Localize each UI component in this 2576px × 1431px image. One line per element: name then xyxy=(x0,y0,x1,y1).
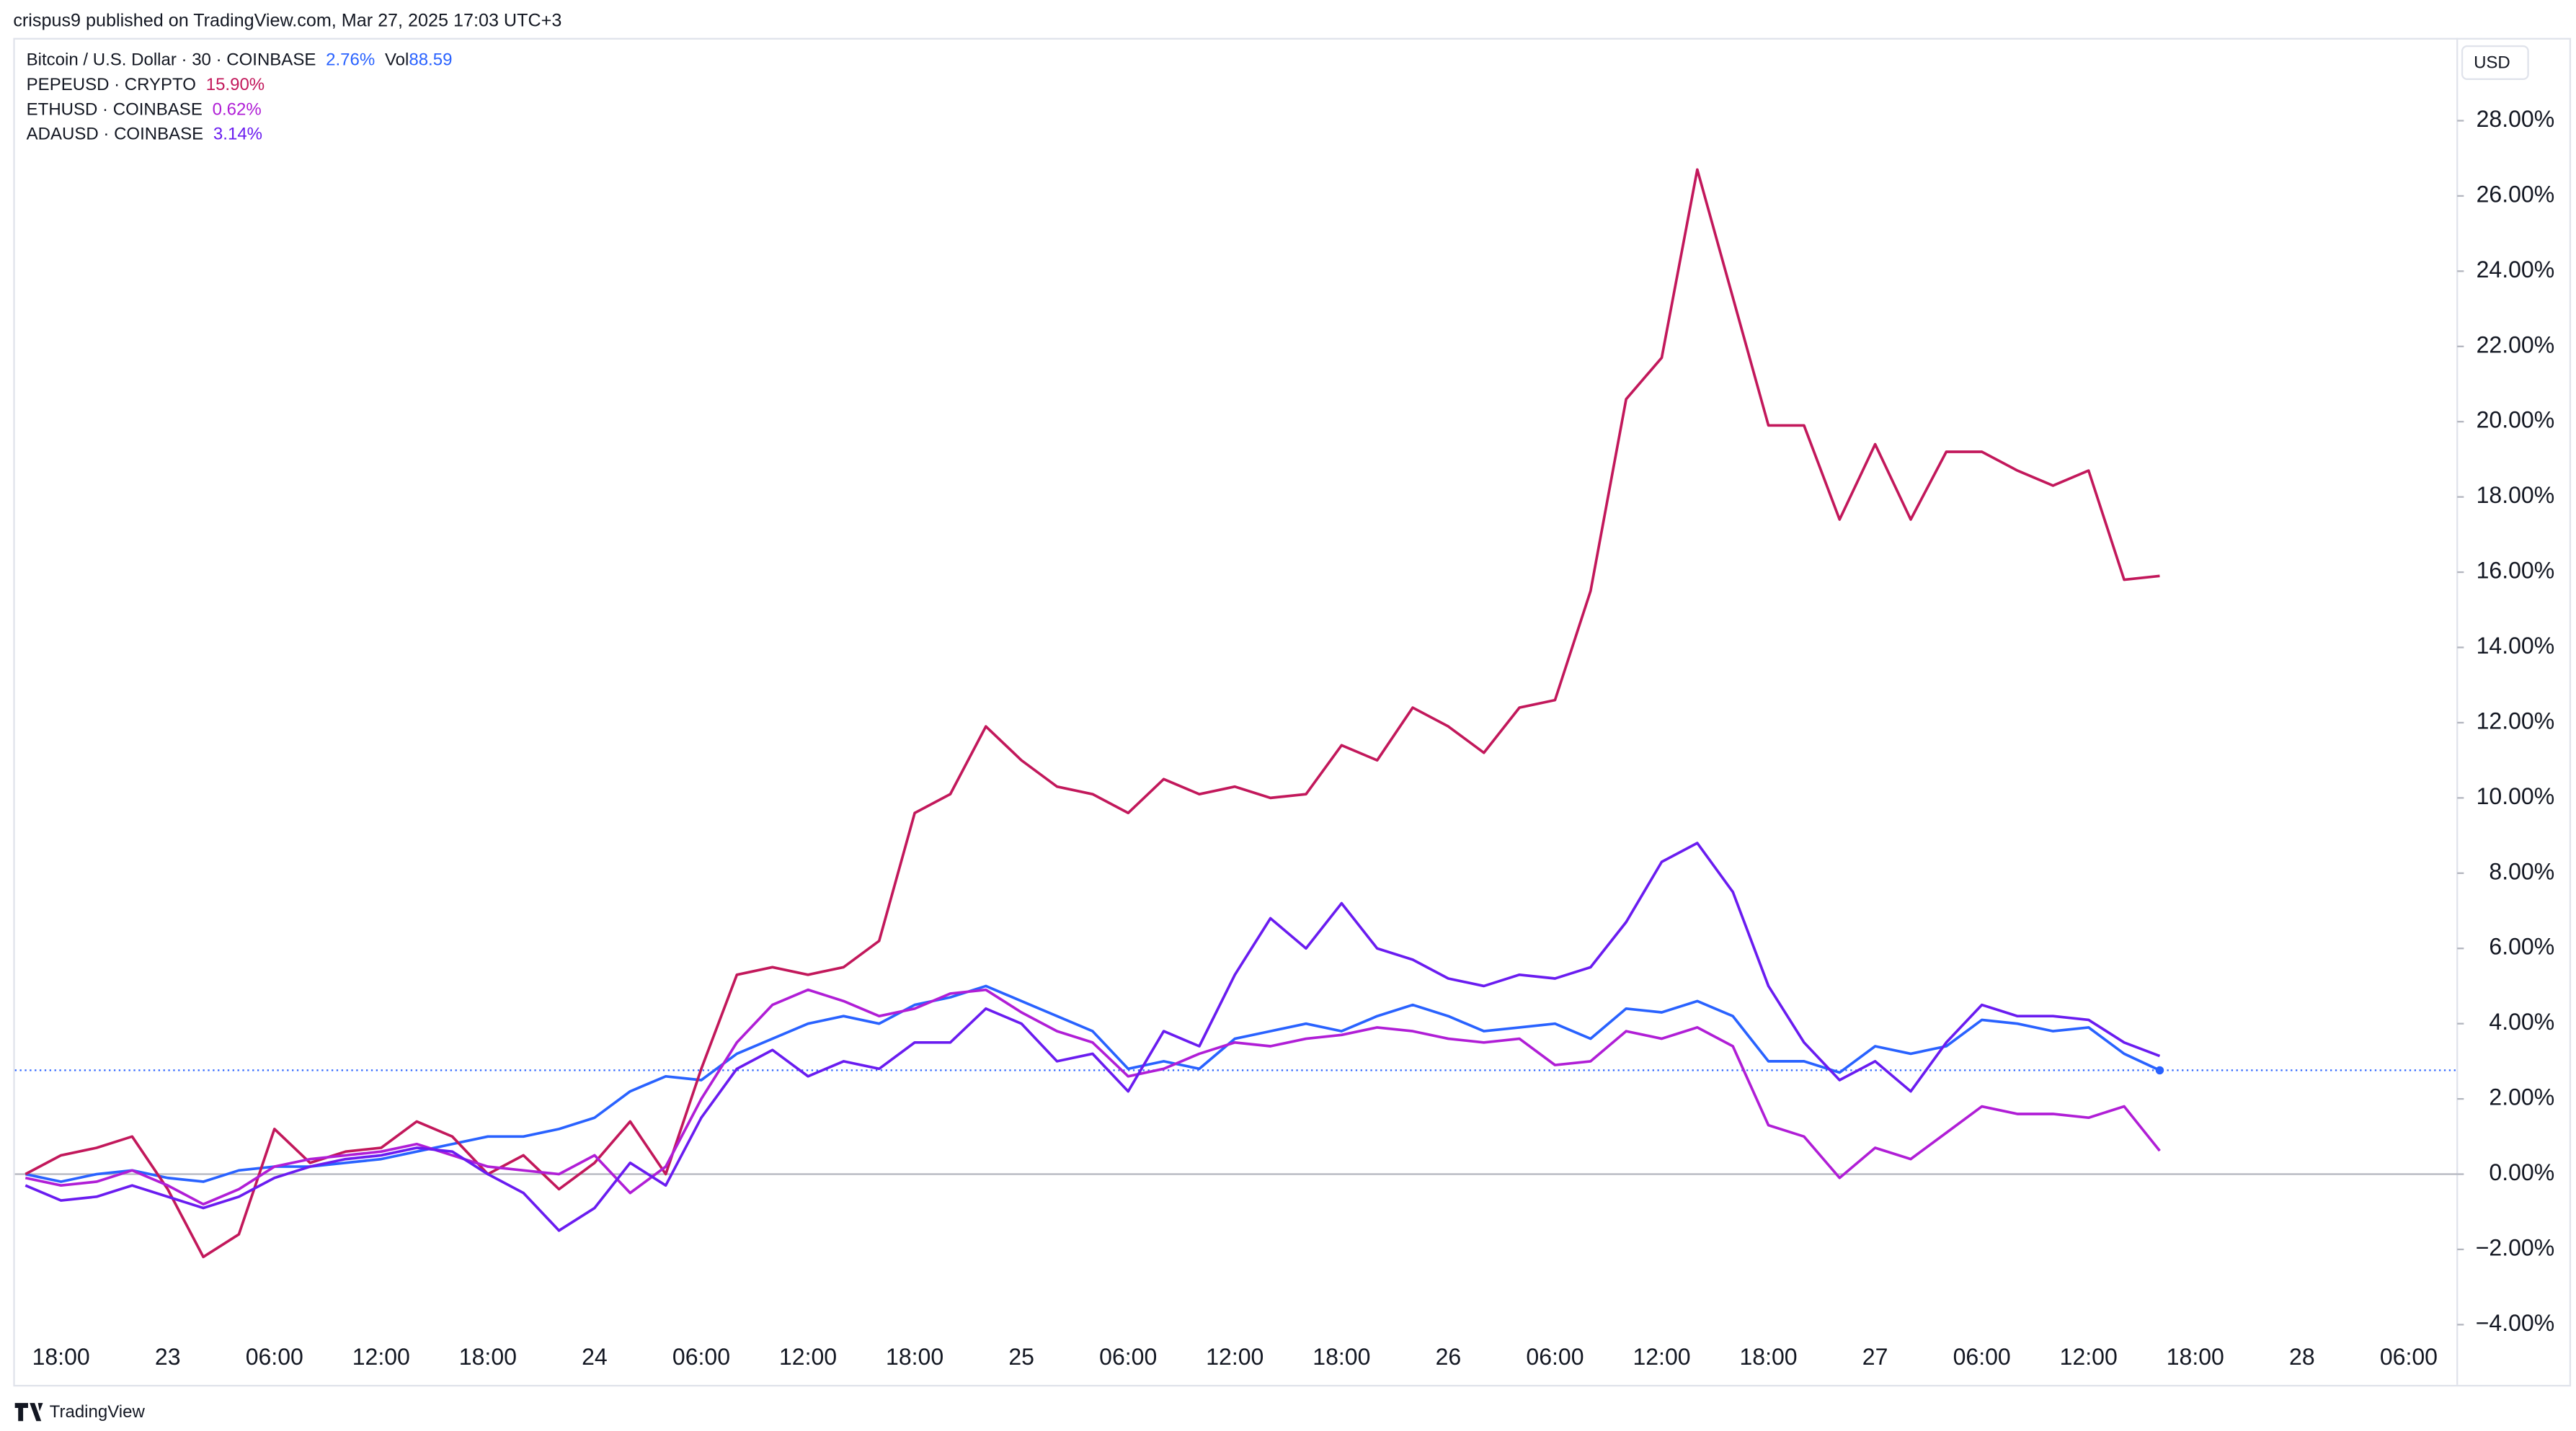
legend-change: 3.14% xyxy=(213,125,262,144)
x-tick-label: 06:00 xyxy=(2380,1344,2438,1370)
y-tick-label: 16.00% xyxy=(2477,558,2555,584)
series-line xyxy=(25,842,2161,1232)
y-tick-label: 28.00% xyxy=(2477,106,2555,132)
y-tick-label: 22.00% xyxy=(2477,331,2555,357)
legend-name: ADAUSD · COINBASE xyxy=(27,125,204,144)
y-tick-label: −4.00% xyxy=(2476,1310,2554,1336)
y-unit: USD xyxy=(2474,53,2510,72)
x-tick-label: 12:00 xyxy=(1206,1344,1263,1370)
y-tick-label: 18.00% xyxy=(2477,482,2555,508)
footer-text: TradingView xyxy=(50,1402,146,1422)
y-tick-label: 4.00% xyxy=(2489,1009,2554,1035)
x-tick-label: 12:00 xyxy=(1633,1344,1690,1370)
series-line xyxy=(25,984,2161,1183)
y-tick-label: 26.00% xyxy=(2477,181,2555,207)
x-tick-label: 06:00 xyxy=(246,1344,303,1370)
x-tick-label: 25 xyxy=(1008,1344,1034,1370)
last-point xyxy=(2155,1066,2164,1075)
y-tick-label: 24.00% xyxy=(2477,257,2555,282)
x-tick-label: 18:00 xyxy=(1740,1344,1798,1370)
x-tick-label: 06:00 xyxy=(1526,1344,1584,1370)
y-tick-label: 6.00% xyxy=(2489,934,2554,960)
x-tick-label: 28 xyxy=(2289,1344,2315,1370)
x-tick-label: 18:00 xyxy=(2167,1344,2224,1370)
y-tick-label: −2.00% xyxy=(2476,1234,2554,1260)
x-tick-label: 18:00 xyxy=(1313,1344,1370,1370)
legend-name: Bitcoin / U.S. Dollar · 30 · COINBASE xyxy=(27,50,316,70)
series-line xyxy=(25,988,2161,1206)
x-tick-label: 24 xyxy=(582,1344,608,1370)
y-tick-label: 0.00% xyxy=(2489,1159,2554,1185)
y-tick-label: 10.00% xyxy=(2477,783,2555,809)
unit-box xyxy=(2461,45,2529,80)
y-tick-label: 8.00% xyxy=(2489,858,2554,884)
legend-entry: Bitcoin / U.S. Dollar · 30 · COINBASE 2.7… xyxy=(27,50,453,70)
legend-entry: ADAUSD · COINBASE 3.14% xyxy=(27,125,262,144)
x-tick-label: 18:00 xyxy=(886,1344,943,1370)
series-line xyxy=(25,168,2160,1259)
x-tick-label: 12:00 xyxy=(779,1344,837,1370)
volume-value: 88.59 xyxy=(409,50,452,70)
legend-change: 0.62% xyxy=(213,100,262,120)
y-tick-label: 20.00% xyxy=(2477,407,2555,433)
y-tick-label: 14.00% xyxy=(2477,633,2555,659)
volume-label: Vol xyxy=(385,50,409,70)
x-tick-label: 12:00 xyxy=(2060,1344,2118,1370)
x-tick-label: 18:00 xyxy=(32,1344,90,1370)
x-tick-label: 27 xyxy=(1862,1344,1888,1370)
legend-name: PEPEUSD · CRYPTO xyxy=(27,75,196,94)
x-tick-label: 26 xyxy=(1436,1344,1462,1370)
footer-logo: TradingView xyxy=(14,1402,146,1422)
header: crispus9 published on TradingView.com, M… xyxy=(13,10,561,30)
x-tick-label: 23 xyxy=(155,1344,181,1370)
x-tick-label: 06:00 xyxy=(672,1344,730,1370)
x-tick-label: 18:00 xyxy=(459,1344,517,1370)
x-tick-label: 12:00 xyxy=(352,1344,410,1370)
y-tick-label: 12.00% xyxy=(2477,708,2555,734)
legend-change: 2.76% xyxy=(326,50,375,70)
legend-name: ETHUSD · COINBASE xyxy=(27,100,203,120)
y-tick-label: 2.00% xyxy=(2489,1084,2554,1110)
x-tick-label: 06:00 xyxy=(1099,1344,1157,1370)
legend-change: 15.90% xyxy=(206,75,265,94)
legend-entry: ETHUSD · COINBASE 0.62% xyxy=(27,100,262,120)
x-tick-label: 06:00 xyxy=(1953,1344,2011,1370)
chart-frame xyxy=(13,37,2572,1387)
legend-entry: PEPEUSD · CRYPTO 15.90% xyxy=(27,75,265,94)
